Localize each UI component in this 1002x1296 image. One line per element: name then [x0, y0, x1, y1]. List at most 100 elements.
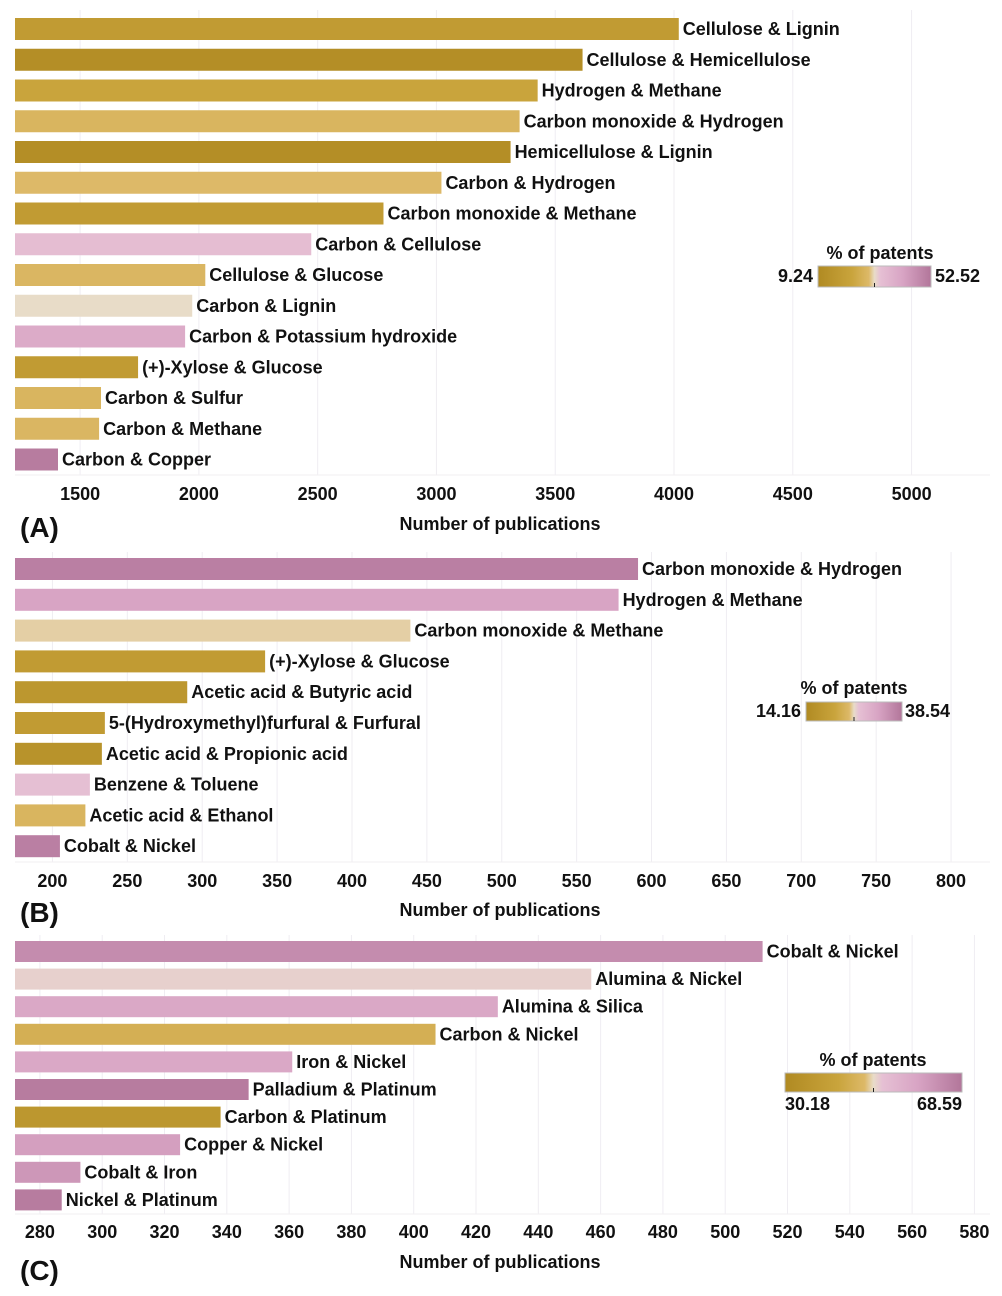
x-axis-title: Number of publications: [399, 514, 600, 534]
x-tick-label: 4500: [773, 484, 813, 504]
x-tick-label: 650: [711, 871, 741, 891]
bar-label: Cellulose & Glucose: [209, 265, 383, 285]
bar-label: Carbon & Copper: [62, 450, 211, 470]
x-tick-label: 280: [25, 1222, 55, 1242]
legend-title: % of patents: [800, 678, 907, 698]
x-tick-label: 600: [636, 871, 666, 891]
x-tick-label: 580: [959, 1222, 989, 1242]
bar-label: Carbon & Potassium hydroxide: [189, 327, 457, 347]
bar-label: Benzene & Toluene: [94, 775, 259, 795]
x-tick-label: 750: [861, 871, 891, 891]
legend-title: % of patents: [826, 243, 933, 263]
bar: [15, 619, 411, 642]
bar-label: Hemicellulose & Lignin: [515, 142, 713, 162]
x-tick-label: 550: [562, 871, 592, 891]
legend-min: 14.16: [756, 701, 801, 721]
bar: [15, 1106, 221, 1128]
bar-label: Carbon monoxide & Methane: [387, 204, 636, 224]
legend-max: 52.52: [935, 266, 980, 286]
bar: [15, 294, 193, 317]
bar-label: Carbon & Nickel: [440, 1024, 579, 1044]
x-tick-label: 540: [835, 1222, 865, 1242]
bar: [15, 448, 59, 471]
bar-label: Iron & Nickel: [296, 1052, 406, 1072]
bar-label: Acetic acid & Ethanol: [89, 805, 273, 825]
legend-max: 68.59: [917, 1094, 962, 1114]
bar: [15, 773, 90, 796]
x-tick-label: 500: [710, 1222, 740, 1242]
bar: [15, 804, 86, 827]
x-tick-label: 460: [586, 1222, 616, 1242]
bar-label: Carbon monoxide & Methane: [414, 621, 663, 641]
x-tick-label: 3000: [416, 484, 456, 504]
x-tick-label: 560: [897, 1222, 927, 1242]
bar: [15, 712, 105, 734]
bar-label: Hydrogen & Methane: [542, 81, 722, 101]
legend-max: 38.54: [905, 701, 950, 721]
bar: [15, 996, 498, 1018]
bar: [15, 835, 60, 858]
x-tick-label: 360: [274, 1222, 304, 1242]
bar-label: Cobalt & Iron: [84, 1162, 197, 1182]
x-tick-label: 320: [149, 1222, 179, 1242]
bar: [15, 941, 763, 962]
x-tick-label: 520: [773, 1222, 803, 1242]
bar-label: Hydrogen & Methane: [623, 590, 803, 610]
color-legend: % of patents 14.16 38.54: [756, 678, 950, 722]
bar: [15, 18, 679, 40]
x-tick-label: 2500: [298, 484, 338, 504]
x-tick-label: 300: [87, 1222, 117, 1242]
panel-label: (C): [20, 1255, 59, 1286]
bar: [15, 387, 102, 409]
x-tick-label: 300: [187, 871, 217, 891]
bar: [15, 588, 619, 611]
x-tick-label: 340: [212, 1222, 242, 1242]
color-legend: % of patents 30.18 68.59: [784, 1050, 963, 1114]
x-tick-label: 400: [399, 1222, 429, 1242]
bar: [15, 325, 186, 348]
bar: [15, 48, 583, 71]
x-axis-title: Number of publications: [399, 1252, 600, 1272]
x-tick-label: 800: [936, 871, 966, 891]
bar: [15, 1134, 181, 1156]
panel-label: (A): [20, 512, 59, 543]
x-axis-title: Number of publications: [399, 900, 600, 920]
panel-label: (B): [20, 897, 59, 928]
bar-label: Cobalt & Nickel: [767, 942, 899, 962]
bar-label: Acetic acid & Butyric acid: [191, 682, 412, 702]
panel-c: 280 300 320 340 360 380 400 420 440 460 480 500 520 5…: [15, 935, 990, 1286]
bar-label: Carbon monoxide & Hydrogen: [642, 559, 902, 579]
bar-label: Carbon & Platinum: [225, 1107, 387, 1127]
bar: [15, 233, 312, 256]
x-tick-label: 2000: [179, 484, 219, 504]
x-tick-label: 4000: [654, 484, 694, 504]
bar: [15, 264, 206, 286]
bar-label: Carbon & Methane: [103, 419, 262, 439]
x-tick-label: 1500: [60, 484, 100, 504]
bar-label: Cellulose & Hemicellulose: [587, 50, 811, 70]
x-tick-label: 3500: [535, 484, 575, 504]
bar-label: Alumina & Silica: [502, 997, 644, 1017]
panel-b: 200 250 300 350 400 450 500 550 600 650 700 750 800 C…: [15, 552, 990, 928]
bar: [15, 1079, 249, 1100]
x-tick-label: 350: [262, 871, 292, 891]
x-tick-label: 200: [37, 871, 67, 891]
bar: [15, 558, 639, 580]
x-tick-label: 5000: [892, 484, 932, 504]
bar-label: Carbon & Lignin: [196, 296, 336, 316]
bar: [15, 1189, 62, 1211]
bar-label: (+)-Xylose & Glucose: [269, 651, 450, 671]
bar-label: Copper & Nickel: [184, 1135, 323, 1155]
bar-label: Carbon monoxide & Hydrogen: [524, 111, 784, 131]
legend-title: % of patents: [819, 1050, 926, 1070]
bar: [15, 79, 538, 102]
x-tick-label: 420: [461, 1222, 491, 1242]
color-legend: % of patents 9.24 52.52: [778, 243, 980, 288]
x-tick-label: 400: [337, 871, 367, 891]
bar-label: Nickel & Platinum: [66, 1190, 218, 1210]
bar: [15, 650, 266, 673]
legend-min: 9.24: [778, 266, 813, 286]
bar: [15, 1023, 436, 1045]
bar-label: Cellulose & Lignin: [683, 19, 840, 39]
